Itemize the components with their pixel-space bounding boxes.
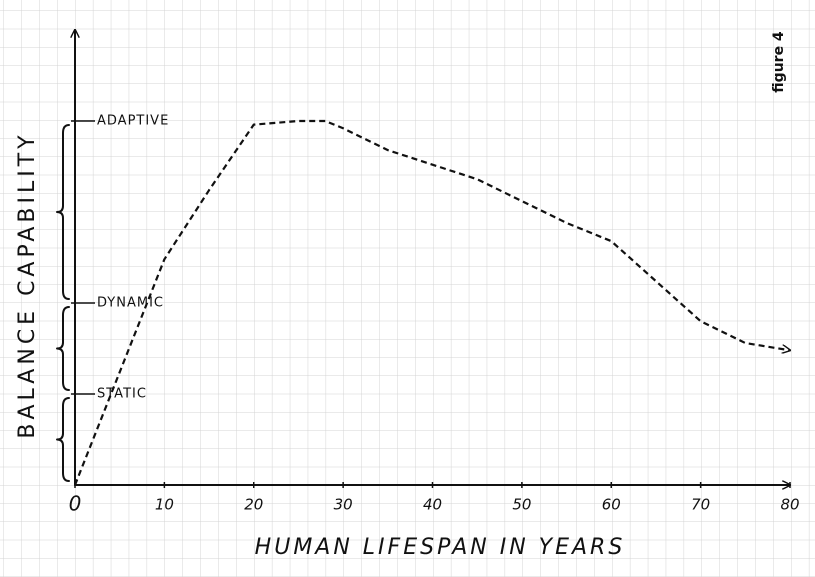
x-tick-label: 20 <box>244 496 263 514</box>
y-tick-label: STATIC <box>97 387 147 402</box>
x-tick-label: 10 <box>155 496 174 514</box>
x-tick-label: 80 <box>780 496 799 514</box>
annotation: figure 4 <box>771 31 787 93</box>
y-tick-label: ADAPTIVE <box>97 114 169 129</box>
x-axis-label: HUMAN LIFESPAN IN YEARS <box>255 535 626 560</box>
x-tick-label: 50 <box>512 496 531 514</box>
y-axis-label: BALANCE CAPABILITY <box>15 131 40 438</box>
y-tick-label: DYNAMIC <box>97 296 164 311</box>
x-tick-label: 60 <box>602 496 621 514</box>
x-tick-label: 30 <box>334 496 353 514</box>
graph-paper <box>0 0 815 577</box>
x-tick-label: 0 <box>69 492 82 516</box>
x-tick-label: 40 <box>423 496 442 514</box>
chart: figure 4 HUMAN LIFESPAN IN YEARS BALANCE… <box>0 0 815 577</box>
x-tick-label: 70 <box>691 496 710 514</box>
